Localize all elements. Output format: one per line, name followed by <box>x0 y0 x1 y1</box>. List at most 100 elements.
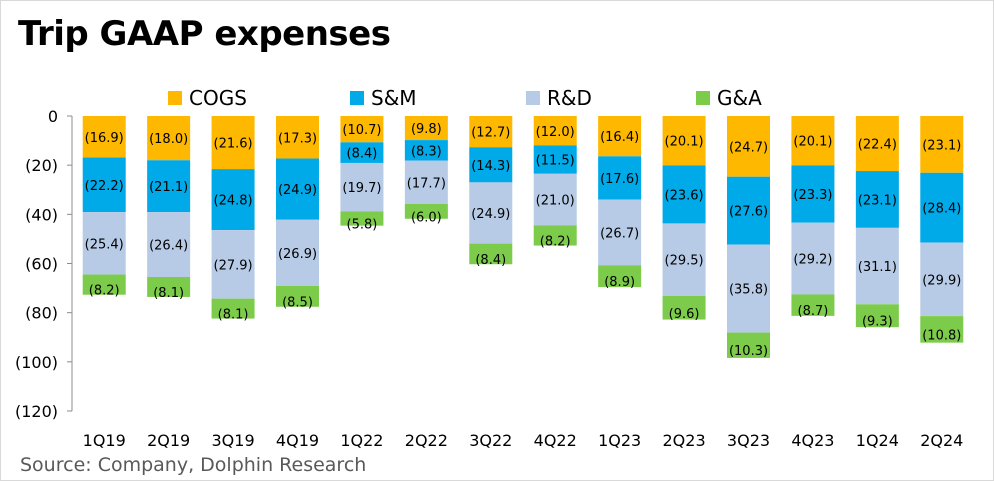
bar-segment-ga <box>340 211 384 226</box>
data-label: (22.4) <box>858 138 897 153</box>
bar-segment-rd <box>662 223 706 296</box>
bar-segment-rd <box>211 230 255 299</box>
data-label: (5.8) <box>347 218 378 233</box>
bar-segment-ga <box>598 265 642 288</box>
bar-segment-ga <box>855 304 899 328</box>
source-note: Source: Company, Dolphin Research <box>20 454 367 476</box>
legend-label-rd: R&D <box>547 86 592 110</box>
bar-segment-ga <box>211 298 255 319</box>
x-tick-label: 3Q23 <box>727 431 770 450</box>
bar-segment-cogs <box>340 116 384 143</box>
bar-segment-rd <box>147 212 191 278</box>
bar-segment-rd <box>727 244 770 333</box>
bar-segment-rd <box>82 212 126 275</box>
data-label: (29.2) <box>793 253 832 268</box>
bar-segment-sm <box>662 165 706 224</box>
x-tick-label: 2Q22 <box>405 431 448 450</box>
bar-segment-sm <box>82 157 126 213</box>
bar-segment-sm <box>598 156 642 200</box>
legend-swatch-ga <box>696 91 710 105</box>
data-label: (9.8) <box>411 122 442 137</box>
data-label: (17.3) <box>278 131 317 146</box>
data-label: (8.7) <box>798 304 829 319</box>
legend-label-cogs: COGS <box>189 86 247 110</box>
legend-item-ga: G&A <box>696 86 762 110</box>
data-label: (8.4) <box>475 253 506 268</box>
bar-segment-ga <box>533 225 577 246</box>
bar-segment-sm <box>920 172 964 243</box>
bar-segment-ga <box>147 277 191 297</box>
data-label: (24.9) <box>471 207 510 222</box>
bar-segment-ga <box>920 316 964 343</box>
bar-segment-sm <box>533 145 577 174</box>
data-label: (21.1) <box>149 180 188 195</box>
bar-segment-sm <box>727 176 770 245</box>
bar-segment-rd <box>598 199 642 266</box>
data-label: (8.2) <box>540 234 571 249</box>
y-tick-label: (100) <box>15 353 58 372</box>
y-tick-label: (80) <box>25 304 58 323</box>
bar-segment-sm <box>791 165 835 223</box>
data-label: (22.2) <box>85 179 124 194</box>
data-label: (11.5) <box>536 154 575 169</box>
x-tick-label: 2Q19 <box>147 431 190 450</box>
x-tick-label: 2Q24 <box>920 431 963 450</box>
bar-segment-cogs <box>147 116 191 161</box>
y-tick-label: (40) <box>25 205 58 224</box>
legend-swatch-sm <box>350 91 364 105</box>
x-tick-label: 4Q19 <box>276 431 319 450</box>
bar-segment-cogs <box>533 116 577 146</box>
bar-segment-rd <box>340 162 384 212</box>
data-label: (17.7) <box>407 176 446 191</box>
bar-segment-rd <box>533 173 577 226</box>
bar-segment-cogs <box>727 116 770 177</box>
data-label: (9.6) <box>669 307 700 322</box>
bar-segment-cogs <box>404 116 448 141</box>
legend-item-rd: R&D <box>526 86 592 110</box>
data-label: (20.1) <box>665 135 704 150</box>
data-label: (25.4) <box>85 237 124 252</box>
x-tick-label: 1Q24 <box>856 431 899 450</box>
data-label: (8.1) <box>153 286 184 301</box>
data-label: (8.9) <box>604 275 635 290</box>
data-label: (29.5) <box>665 254 704 269</box>
data-label: (8.4) <box>347 147 378 162</box>
y-tick-label: (60) <box>25 255 58 274</box>
data-label: (26.9) <box>278 247 317 262</box>
bar-segment-cogs <box>920 116 964 173</box>
bar-segment-cogs <box>662 116 706 166</box>
y-tick-label: (120) <box>15 402 58 421</box>
bar-segment-rd <box>791 222 835 295</box>
data-label: (28.4) <box>922 202 961 217</box>
data-label: (16.4) <box>600 130 639 145</box>
legend-label-ga: G&A <box>717 86 762 110</box>
data-label: (10.7) <box>342 123 381 138</box>
data-label: (23.6) <box>665 188 704 203</box>
x-tick-label: 1Q19 <box>83 431 126 450</box>
x-tick-label: 3Q19 <box>212 431 255 450</box>
data-label: (8.2) <box>89 284 120 299</box>
bar-segment-cogs <box>211 116 255 170</box>
legend-label-sm: S&M <box>371 86 417 110</box>
bar-segment-cogs <box>276 116 319 159</box>
data-label: (23.1) <box>858 193 897 208</box>
y-tick-label: 0 <box>48 107 58 126</box>
x-tick-label: 2Q23 <box>663 431 706 450</box>
data-label: (18.0) <box>149 132 188 147</box>
data-label: (24.7) <box>729 140 768 155</box>
data-label: (9.3) <box>862 315 893 330</box>
bar-segment-rd <box>469 182 513 244</box>
legend-item-sm: S&M <box>350 86 417 110</box>
chart-title: Trip GAAP expenses <box>18 14 391 54</box>
data-label: (10.8) <box>922 328 961 343</box>
bar-segment-sm <box>276 158 319 220</box>
bar-segment-ga <box>82 274 126 295</box>
y-tick-label: (20) <box>25 156 58 175</box>
data-label: (12.0) <box>536 125 575 140</box>
data-label: (24.9) <box>278 183 317 198</box>
bar-segment-ga <box>791 294 835 316</box>
data-label: (35.8) <box>729 283 768 298</box>
data-label: (29.9) <box>922 273 961 288</box>
data-label: (16.9) <box>85 131 124 146</box>
